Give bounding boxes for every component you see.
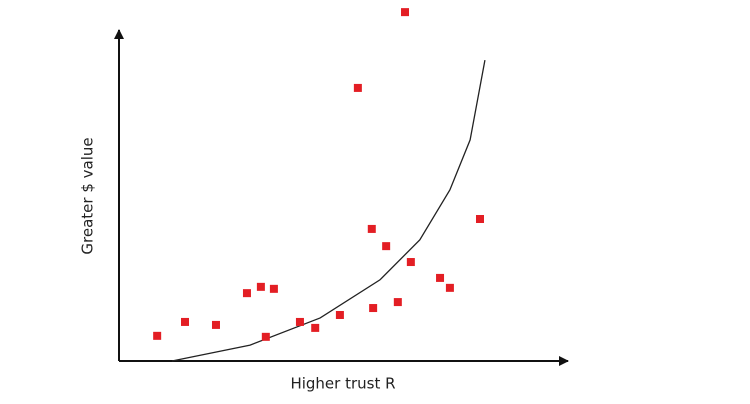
point — [369, 304, 378, 313]
x-axis-label: Higher trust R — [290, 375, 395, 393]
point — [475, 215, 484, 224]
point — [401, 8, 410, 17]
point — [181, 317, 190, 326]
point — [436, 273, 445, 282]
point — [335, 310, 344, 319]
point — [295, 317, 304, 326]
y-axis-label: Greater $ value — [79, 137, 97, 254]
point — [445, 283, 454, 292]
point — [382, 242, 391, 251]
point — [393, 298, 402, 307]
point — [269, 284, 278, 293]
point — [211, 320, 220, 329]
point — [367, 224, 376, 233]
point — [256, 282, 265, 291]
point — [311, 323, 320, 332]
point — [406, 258, 415, 267]
point — [261, 332, 270, 341]
point — [353, 83, 362, 92]
point — [153, 331, 162, 340]
trend-curve — [171, 60, 486, 362]
point — [242, 289, 251, 298]
